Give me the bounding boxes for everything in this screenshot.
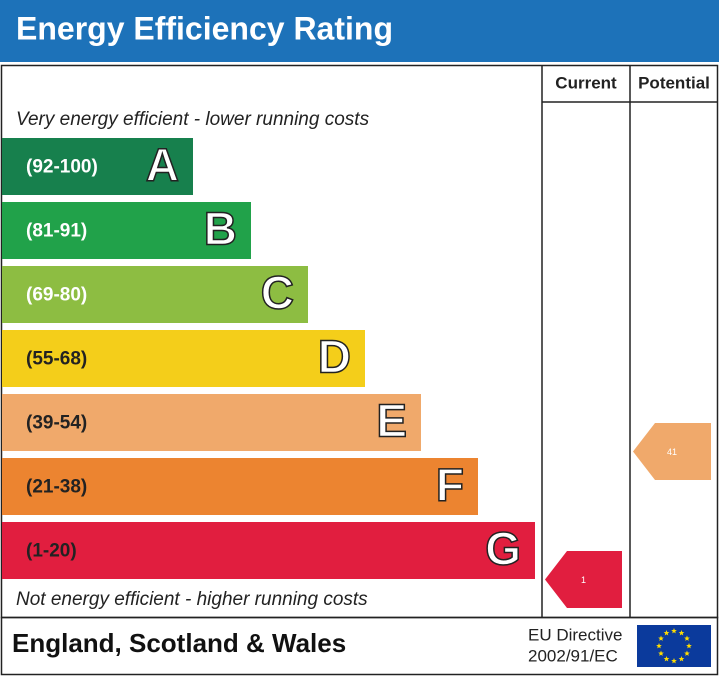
star	[671, 628, 677, 634]
rating-value: 41	[667, 447, 677, 457]
star	[678, 630, 685, 636]
directive: EU Directive	[528, 625, 622, 644]
header-bar	[0, 0, 719, 62]
band-bar	[2, 458, 478, 515]
rating-arrow	[633, 423, 711, 480]
title: Energy Efficiency Rating	[16, 10, 393, 46]
star	[686, 643, 692, 649]
band-letter: G	[485, 523, 521, 575]
band-bar	[2, 330, 365, 387]
star	[658, 635, 664, 641]
star	[684, 650, 690, 656]
star	[678, 655, 685, 662]
rating-arrow	[545, 551, 622, 608]
rating-value: 1	[581, 575, 586, 585]
star	[656, 643, 662, 649]
star	[671, 658, 677, 664]
column-header: Current	[555, 73, 617, 92]
band-letter: C	[261, 267, 294, 319]
band-bar	[2, 202, 251, 259]
band-bar	[2, 522, 535, 579]
band-bar	[2, 266, 308, 323]
band-range: (1-20)	[26, 541, 77, 562]
band-bar	[2, 138, 193, 195]
band-letter: D	[318, 331, 351, 383]
star	[684, 635, 690, 641]
footer-border	[0, 616, 719, 676]
eu-stars	[656, 628, 692, 664]
band-range: (21-38)	[26, 477, 87, 498]
column-header: Potential	[638, 73, 710, 92]
band-range: (69-80)	[26, 285, 87, 306]
band-letter: A	[146, 139, 179, 191]
band-bar	[2, 394, 421, 451]
star	[663, 655, 670, 662]
band-letter: E	[376, 395, 407, 447]
band-range: (55-68)	[26, 349, 87, 370]
star	[663, 630, 670, 636]
region: England, Scotland & Wales	[12, 628, 346, 658]
band-letter: F	[436, 459, 464, 511]
top-note: Very energy efficient - lower running co…	[16, 109, 370, 130]
star	[658, 650, 664, 656]
band-range: (81-91)	[26, 221, 87, 242]
bottom-note: Not energy efficient - higher running co…	[16, 589, 368, 610]
band-letter: B	[204, 203, 237, 255]
band-range: (92-100)	[26, 157, 98, 178]
band-range: (39-54)	[26, 413, 87, 434]
directive: 2002/91/EC	[528, 646, 618, 665]
